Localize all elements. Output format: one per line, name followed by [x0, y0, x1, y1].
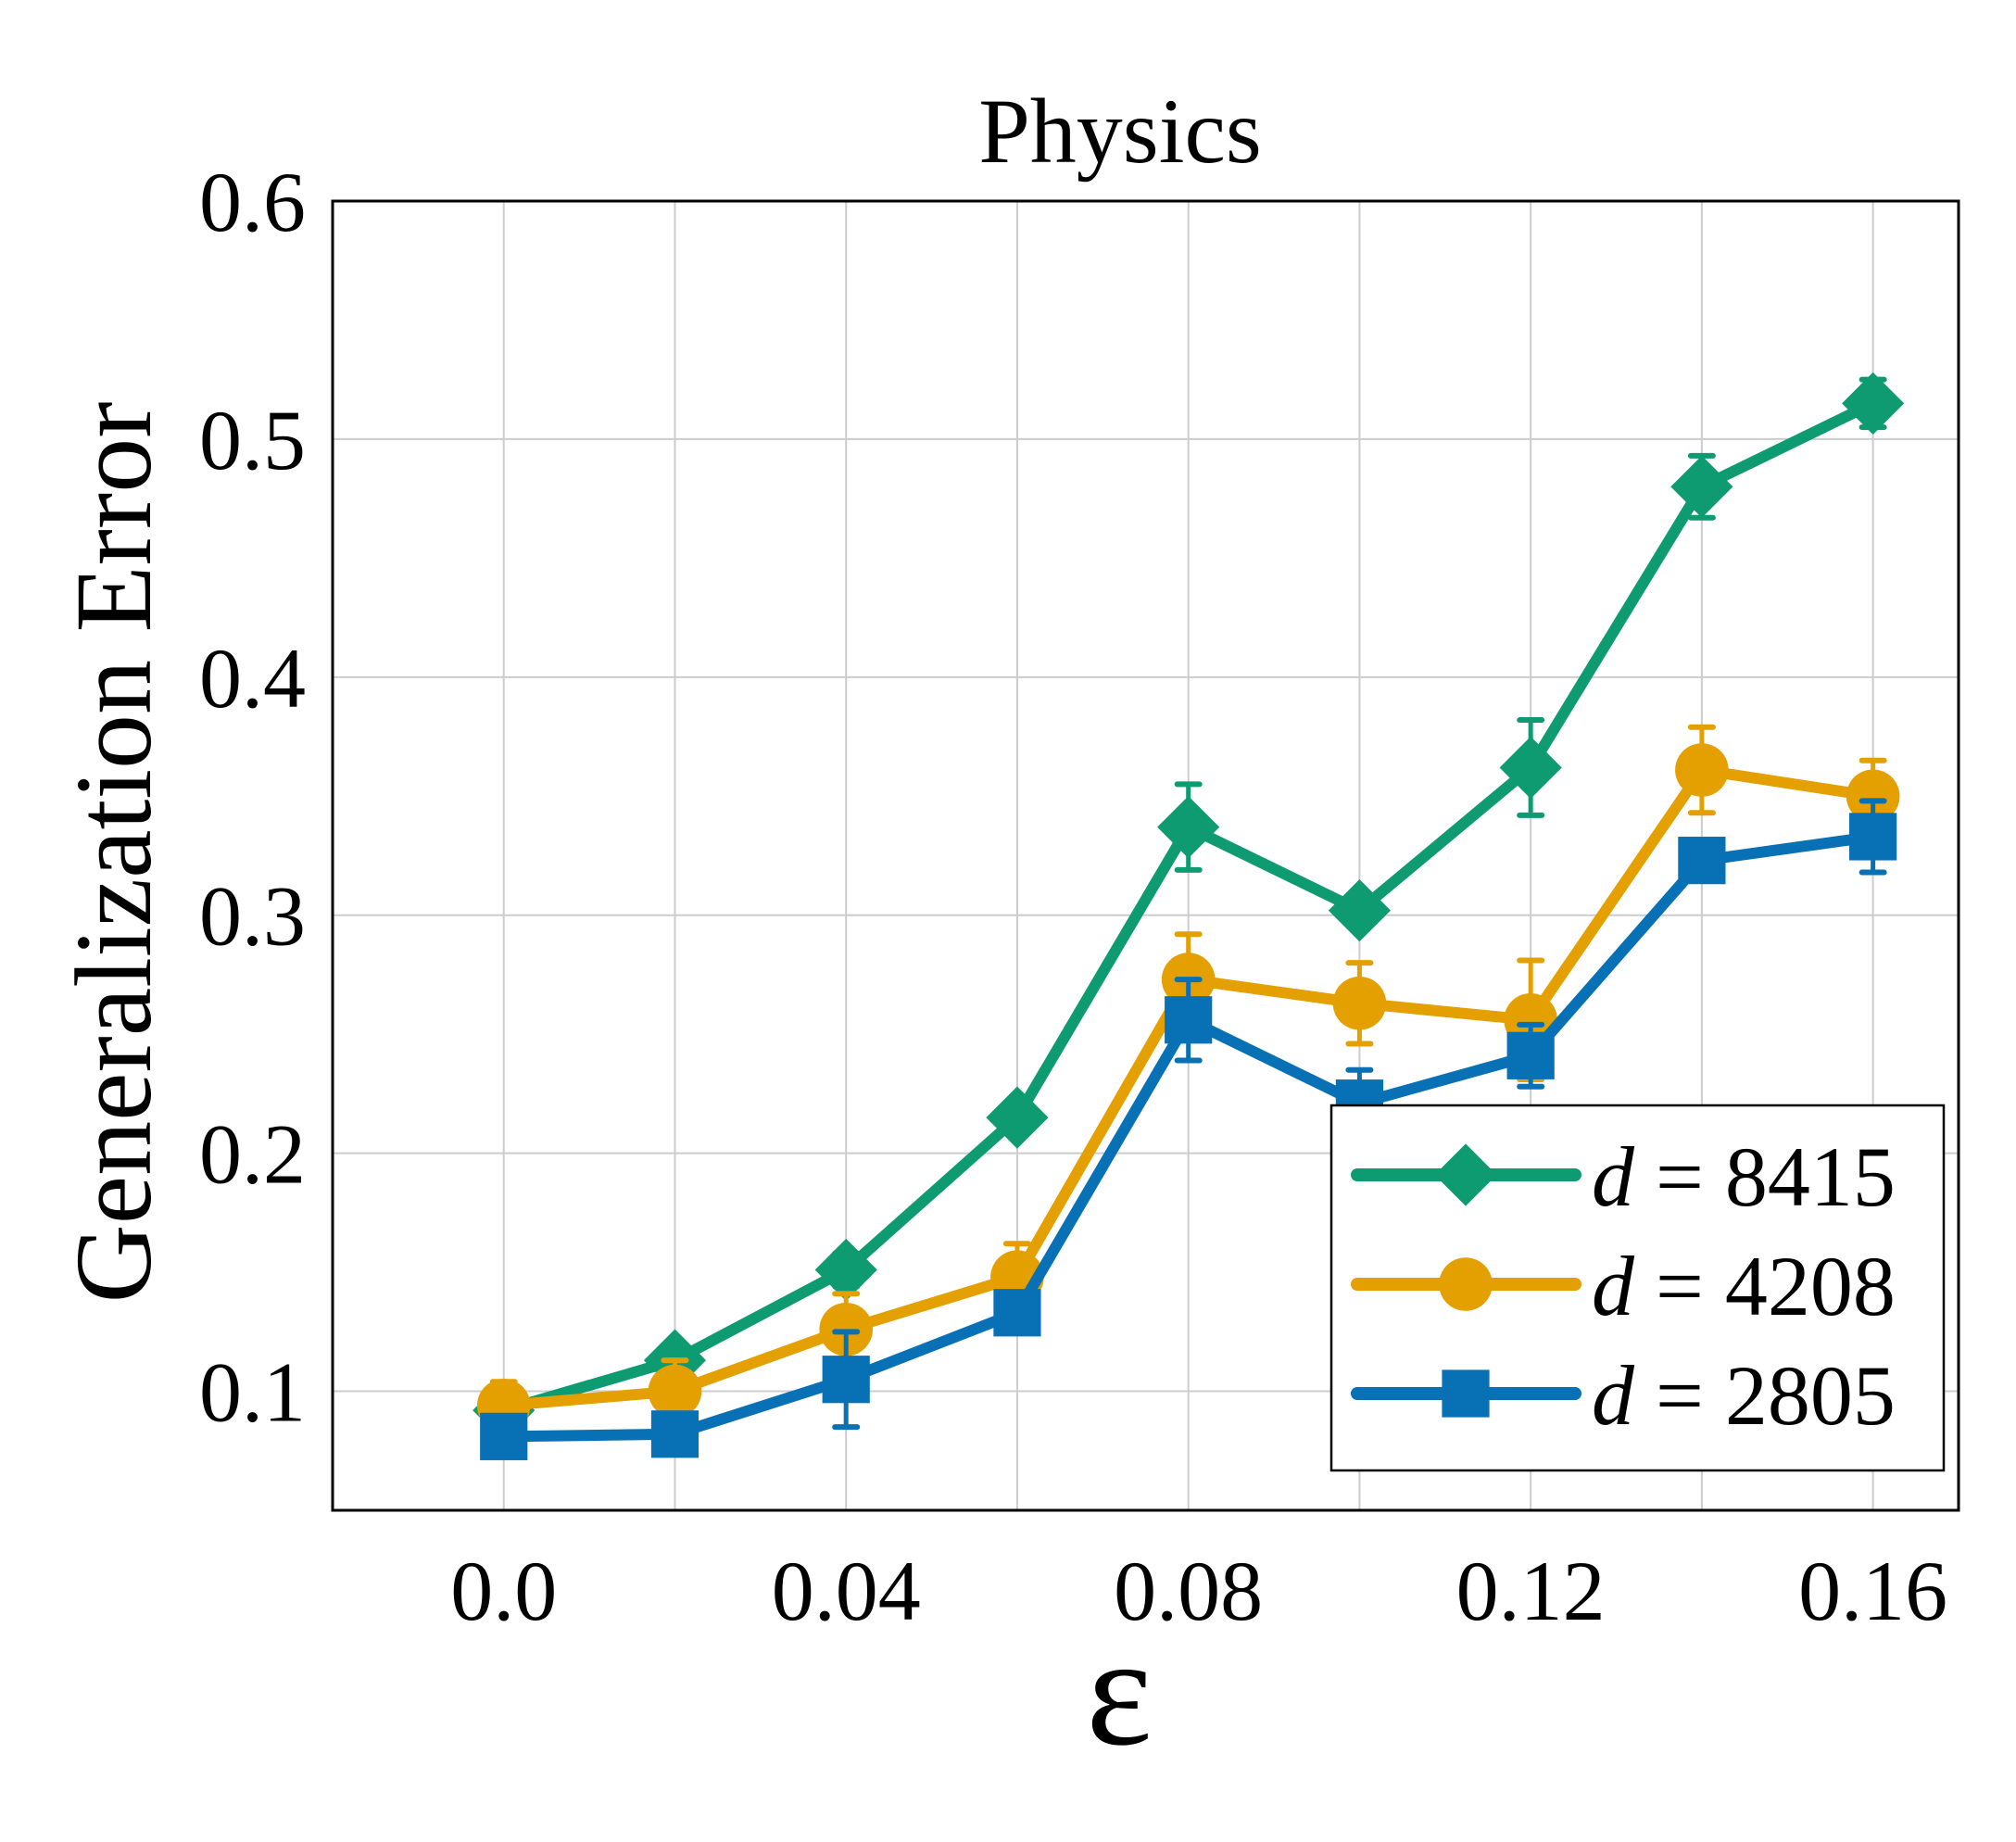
- y-tick-labels: 0.1 0.2 0.3 0.4 0.5 0.6: [199, 155, 306, 1440]
- y-axis-label: Generalization Error: [53, 402, 174, 1304]
- x-tick-label: 0.08: [1114, 1544, 1263, 1638]
- plot-frame: [331, 199, 1960, 1512]
- legend-label: d = 8415: [1592, 1129, 1896, 1224]
- data-point: [1328, 878, 1392, 942]
- data-point: [993, 1289, 1041, 1337]
- data-point: [480, 1412, 528, 1460]
- legend-item-2: d = 2805: [1351, 1348, 1896, 1443]
- x-axis-label: ε: [1086, 1604, 1152, 1778]
- x-tick-label: 0.16: [1798, 1544, 1947, 1638]
- data-point: [1499, 736, 1562, 800]
- data-point: [986, 1086, 1049, 1149]
- data-point: [650, 1410, 699, 1458]
- x-tick-label: 0.04: [772, 1544, 921, 1638]
- data-point: [1842, 372, 1905, 435]
- data-point: [1506, 1031, 1555, 1079]
- data-point: [1849, 813, 1897, 861]
- y-tick-label: 0.2: [199, 1107, 306, 1202]
- data-point: [814, 1238, 877, 1302]
- legend-swatch-marker: [1439, 1257, 1493, 1311]
- data-point: [1157, 796, 1220, 859]
- y-tick-label: 0.3: [199, 869, 306, 964]
- y-tick-label: 0.1: [199, 1345, 306, 1440]
- chart-title: Physics: [978, 80, 1262, 183]
- y-tick-label: 0.6: [199, 155, 306, 249]
- data-point: [1670, 455, 1733, 518]
- y-tick-label: 0.5: [199, 393, 306, 487]
- data-point: [1846, 769, 1900, 824]
- data-point: [1165, 996, 1213, 1044]
- data-point: [1675, 743, 1729, 797]
- data-point: [648, 1364, 702, 1419]
- data-point: [1678, 837, 1726, 885]
- x-tick-labels: 0.0 0.04 0.08 0.12 0.16: [450, 1544, 1947, 1638]
- data-point: [822, 1356, 870, 1404]
- legend-swatch-marker: [1434, 1143, 1497, 1206]
- y-tick-label: 0.4: [199, 631, 306, 725]
- legend-item-0: d = 8415: [1351, 1129, 1896, 1224]
- series-layer: [472, 372, 1905, 1460]
- series-2: [480, 798, 1897, 1460]
- x-tick-label: 0.12: [1456, 1544, 1606, 1638]
- x-tick-label: 0.0: [450, 1544, 557, 1638]
- legend-label: d = 4208: [1592, 1239, 1896, 1333]
- legend-label: d = 2805: [1592, 1348, 1896, 1443]
- legend-swatch-marker: [1442, 1369, 1490, 1418]
- legend: d = 8415 d = 4208 d = 2805: [1329, 1104, 1946, 1472]
- data-point: [1332, 976, 1387, 1030]
- legend-item-1: d = 4208: [1351, 1239, 1896, 1333]
